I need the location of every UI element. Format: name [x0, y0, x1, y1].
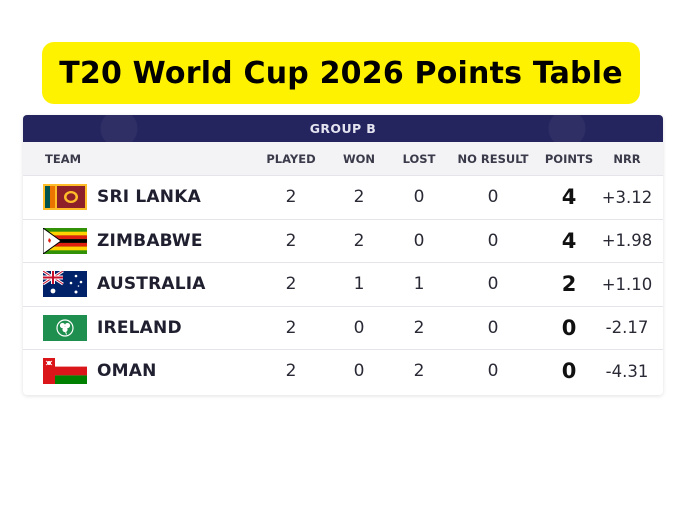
points-value: 0	[561, 359, 577, 384]
table-row[interactable]: OMAN 2 0 2 0 0 -4.31	[23, 349, 663, 393]
team-name: OMAN	[97, 361, 157, 382]
title-banner: T20 World Cup 2026 Points Table	[42, 42, 640, 104]
col-played: PLAYED	[266, 152, 316, 166]
played-value: 2	[285, 274, 297, 295]
column-header-row: TEAM PLAYED WON LOST NO RESULT POINTS NR…	[23, 142, 663, 175]
won-value: 0	[353, 317, 365, 338]
no-result-value: 0	[487, 187, 499, 208]
nrr-value: +1.10	[601, 274, 653, 294]
points-value: 0	[561, 315, 577, 340]
won-value: 1	[353, 274, 365, 295]
won-value: 2	[353, 187, 365, 208]
team-name: ZIMBABWE	[97, 230, 203, 251]
col-won: WON	[342, 152, 376, 166]
won-value: 2	[353, 230, 365, 251]
col-lost: LOST	[402, 152, 436, 166]
played-value: 2	[285, 361, 297, 382]
lost-value: 0	[413, 230, 425, 251]
no-result-value: 0	[487, 274, 499, 295]
played-value: 2	[285, 187, 297, 208]
team-name: IRELAND	[97, 317, 182, 338]
col-nrr: NRR	[613, 152, 641, 166]
no-result-value: 0	[487, 317, 499, 338]
table-row[interactable]: AUSTRALIA 2 1 1 0 2 +1.10	[23, 262, 663, 306]
nrr-value: +1.98	[601, 231, 653, 251]
team-name: AUSTRALIA	[97, 274, 206, 295]
group-header: GROUP B	[23, 115, 663, 142]
no-result-value: 0	[487, 361, 499, 382]
sri-lanka-flag-icon	[43, 184, 87, 211]
ireland-flag-icon	[43, 314, 87, 341]
team-name: SRI LANKA	[97, 187, 201, 208]
group-label: GROUP B	[309, 121, 377, 136]
nrr-value: +3.12	[601, 187, 653, 207]
table-row[interactable]: IRELAND 2 0 2 0 0 -2.17	[23, 305, 663, 350]
lost-value: 0	[413, 187, 425, 208]
no-result-value: 0	[487, 230, 499, 251]
points-value: 2	[561, 272, 577, 297]
australia-flag-icon	[43, 271, 87, 298]
oman-flag-icon	[43, 358, 87, 385]
col-points: POINTS	[544, 152, 594, 166]
col-team: TEAM	[45, 152, 82, 166]
lost-value: 2	[413, 317, 425, 338]
lost-value: 2	[413, 361, 425, 382]
col-no-result: NO RESULT	[457, 152, 529, 166]
points-table: GROUP B TEAM PLAYED WON LOST NO RESULT P…	[23, 115, 663, 395]
played-value: 2	[285, 317, 297, 338]
lost-value: 1	[413, 274, 425, 295]
nrr-value: -4.31	[605, 361, 649, 381]
zimbabwe-flag-icon	[43, 227, 87, 254]
table-row[interactable]: ZIMBABWE 2 2 0 0 4 +1.98	[23, 218, 663, 263]
nrr-value: -2.17	[605, 318, 649, 338]
won-value: 0	[353, 361, 365, 382]
page-title: T20 World Cup 2026 Points Table	[59, 55, 623, 91]
played-value: 2	[285, 230, 297, 251]
table-row[interactable]: SRI LANKA 2 2 0 0 4 +3.12	[23, 175, 663, 219]
points-value: 4	[561, 185, 577, 210]
points-value: 4	[561, 228, 577, 253]
